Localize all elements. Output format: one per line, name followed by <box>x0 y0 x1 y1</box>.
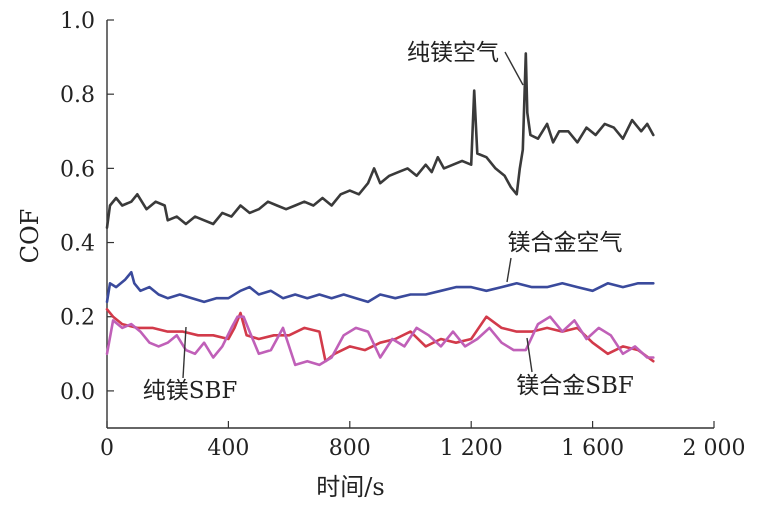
y-tick-label: 0.8 <box>60 83 95 108</box>
annotation-label: 镁合金空气 <box>508 230 623 256</box>
series-lines <box>107 53 653 365</box>
x-tick-label: 1 600 <box>561 436 624 461</box>
series-line-1 <box>107 272 653 302</box>
series-line-3 <box>107 317 653 365</box>
annotation-leader <box>505 52 523 85</box>
annotation-leader <box>507 258 511 282</box>
x-tick-label: 400 <box>207 436 249 461</box>
annotation-label: 镁合金SBF <box>516 373 634 399</box>
y-axis-title: COF <box>16 209 44 264</box>
y-tick-label: 0.4 <box>60 232 95 257</box>
x-tick-label: 0 <box>100 436 114 461</box>
annotation-leader <box>183 327 186 378</box>
x-axis-title: 时间/s <box>316 473 384 501</box>
y-tick-label: 0.6 <box>60 157 95 182</box>
annotation-label: 纯镁SBF <box>143 378 238 404</box>
x-tick-label: 2 000 <box>683 436 746 461</box>
series-line-0 <box>107 53 653 227</box>
x-tick-label: 800 <box>329 436 371 461</box>
series-line-2 <box>107 309 653 361</box>
y-tick-label: 0.0 <box>60 380 95 405</box>
annotation-label: 纯镁空气 <box>407 40 499 66</box>
y-tick-label: 1.0 <box>60 9 95 34</box>
cof-chart-figure: 0 400 800 1 200 1 600 2 000 0.0 0.2 0.4 0.6 0.8 1.0… <box>0 0 761 505</box>
cof-line-chart: 0 400 800 1 200 1 600 2 000 0.0 0.2 0.4 0.6 0.8 1.0… <box>0 0 761 505</box>
x-tick-label: 1 200 <box>440 436 503 461</box>
y-tick-label: 0.2 <box>60 306 95 331</box>
